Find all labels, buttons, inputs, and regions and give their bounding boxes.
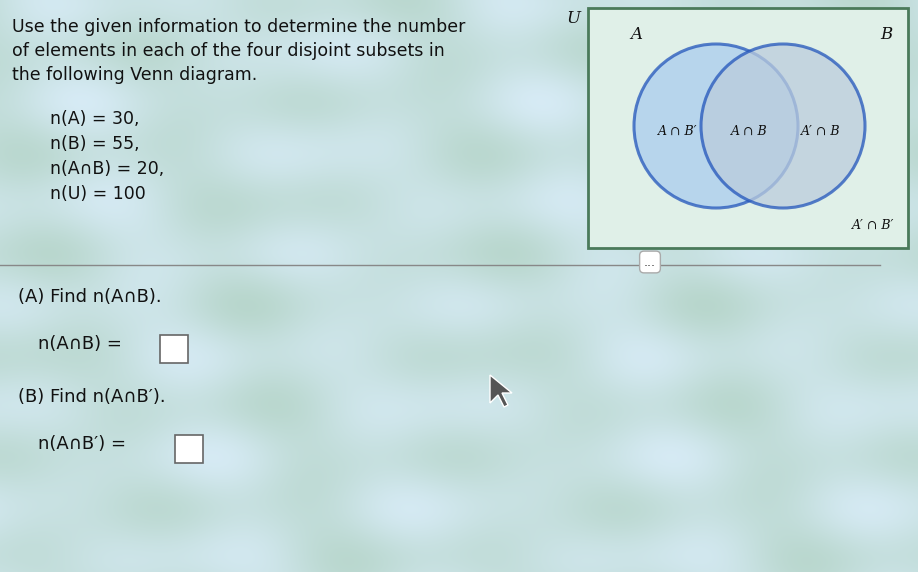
Text: n(A∩B) = 20,: n(A∩B) = 20, xyxy=(50,160,164,178)
Text: n(A) = 30,: n(A) = 30, xyxy=(50,110,140,128)
Text: (B) Find n(A∩B′).: (B) Find n(A∩B′). xyxy=(18,388,165,406)
Bar xyxy=(588,8,908,248)
Text: A ∩ B′: A ∩ B′ xyxy=(658,125,698,137)
Text: n(B) = 55,: n(B) = 55, xyxy=(50,135,140,153)
Polygon shape xyxy=(490,375,512,407)
Text: n(A∩B′) =: n(A∩B′) = xyxy=(38,435,126,453)
Text: (A) Find n(A∩B).: (A) Find n(A∩B). xyxy=(18,288,162,306)
Text: n(U) = 100: n(U) = 100 xyxy=(50,185,146,203)
Circle shape xyxy=(701,44,865,208)
Text: A′ ∩ B: A′ ∩ B xyxy=(801,125,841,137)
Text: n(A∩B) =: n(A∩B) = xyxy=(38,335,122,353)
Text: B: B xyxy=(880,26,892,43)
Text: Use the given information to determine the number: Use the given information to determine t… xyxy=(12,18,465,36)
Text: of elements in each of the four disjoint subsets in: of elements in each of the four disjoint… xyxy=(12,42,444,60)
Bar xyxy=(175,435,203,463)
Circle shape xyxy=(634,44,798,208)
Text: A′ ∩ B′: A′ ∩ B′ xyxy=(852,219,894,232)
Text: the following Venn diagram.: the following Venn diagram. xyxy=(12,66,257,84)
Text: ...: ... xyxy=(644,256,656,268)
Text: A ∩ B: A ∩ B xyxy=(732,125,767,137)
Text: A: A xyxy=(630,26,642,43)
Bar xyxy=(160,335,188,363)
Text: U: U xyxy=(566,10,580,27)
